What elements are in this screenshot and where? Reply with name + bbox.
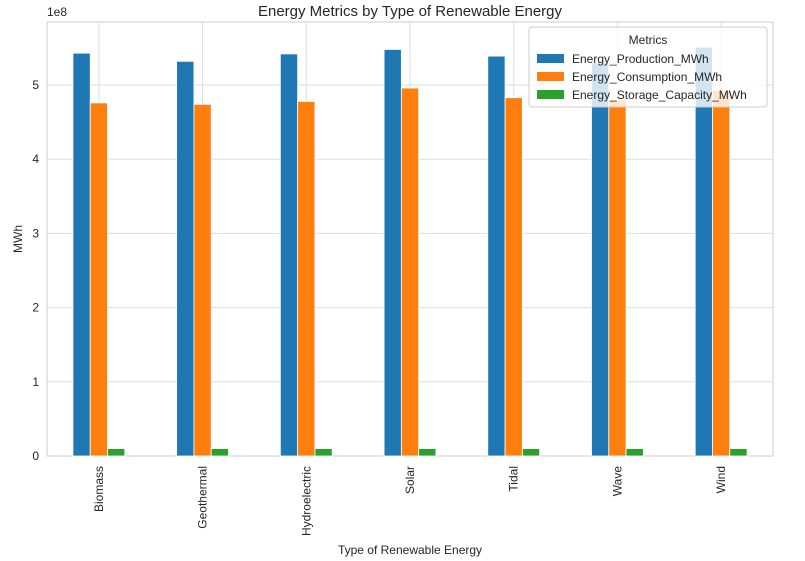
x-axis-label: Type of Renewable Energy bbox=[338, 543, 482, 557]
y-tick-labels: 0 1 2 3 4 5 bbox=[32, 78, 39, 463]
bar-energy-storage-capacity-mwh bbox=[625, 448, 644, 457]
legend: Metrics Energy_Production_MWh Energy_Cons… bbox=[528, 26, 768, 108]
bar-energy-consumption-mwh bbox=[712, 89, 731, 457]
bar-energy-storage-capacity-mwh bbox=[521, 448, 541, 457]
bar-energy-consumption-mwh bbox=[297, 100, 316, 457]
y-tick-label: 3 bbox=[32, 226, 39, 240]
bar-energy-consumption-mwh bbox=[504, 97, 523, 457]
bar-energy-storage-capacity-mwh bbox=[418, 448, 437, 457]
legend-items: Energy_Production_MWh Energy_Consumption_… bbox=[537, 52, 747, 102]
y-tick-label: 4 bbox=[32, 152, 39, 166]
legend-title: Metrics bbox=[629, 33, 668, 47]
bar-energy-consumption-mwh bbox=[193, 103, 212, 457]
bar-energy-production-mwh bbox=[279, 53, 299, 457]
bars bbox=[72, 46, 748, 457]
bar-energy-consumption-mwh bbox=[400, 87, 420, 457]
x-tick-label: Biomass bbox=[92, 466, 106, 512]
bar-energy-production-mwh bbox=[591, 62, 610, 457]
bar-energy-production-mwh bbox=[694, 46, 713, 457]
x-tick-label: Wind bbox=[714, 466, 728, 493]
bar-energy-storage-capacity-mwh bbox=[729, 448, 748, 457]
legend-swatch bbox=[537, 90, 564, 99]
y-tick-label: 0 bbox=[32, 449, 39, 463]
bar-energy-storage-capacity-mwh bbox=[210, 448, 229, 457]
x-tick-label: Geothermal bbox=[196, 466, 210, 529]
bar-energy-consumption-mwh bbox=[608, 99, 627, 457]
x-tick-labels: Biomass Geothermal Hydroelectric Solar Tidal… bbox=[92, 466, 728, 536]
bar-energy-production-mwh bbox=[487, 55, 506, 457]
x-tick-label: Hydroelectric bbox=[299, 466, 313, 536]
y-tick-label: 1 bbox=[32, 375, 39, 389]
bar-energy-production-mwh bbox=[176, 60, 195, 457]
bar-energy-storage-capacity-mwh bbox=[314, 448, 333, 457]
legend-box bbox=[528, 26, 768, 108]
legend-swatch bbox=[537, 54, 564, 63]
bar-energy-storage-capacity-mwh bbox=[107, 448, 126, 457]
chart-title: Energy Metrics by Type of Renewable Ener… bbox=[258, 3, 563, 20]
legend-label: Energy_Storage_Capacity_MWh bbox=[572, 88, 747, 102]
legend-swatch bbox=[537, 72, 564, 81]
x-tick-label: Tidal bbox=[507, 466, 521, 492]
y-tick-label: 2 bbox=[32, 301, 39, 315]
legend-label: Energy_Production_MWh bbox=[572, 52, 709, 66]
x-tick-label: Wave bbox=[610, 466, 624, 497]
bar-energy-production-mwh bbox=[383, 49, 402, 457]
y-scale-label: 1e8 bbox=[47, 5, 67, 19]
legend-label: Energy_Consumption_MWh bbox=[572, 70, 722, 84]
y-tick-label: 5 bbox=[32, 78, 39, 92]
bar-energy-consumption-mwh bbox=[89, 102, 108, 457]
bar-energy-production-mwh bbox=[72, 52, 91, 457]
y-axis-label: MWh bbox=[11, 225, 25, 253]
x-tick-label: Solar bbox=[403, 466, 417, 494]
